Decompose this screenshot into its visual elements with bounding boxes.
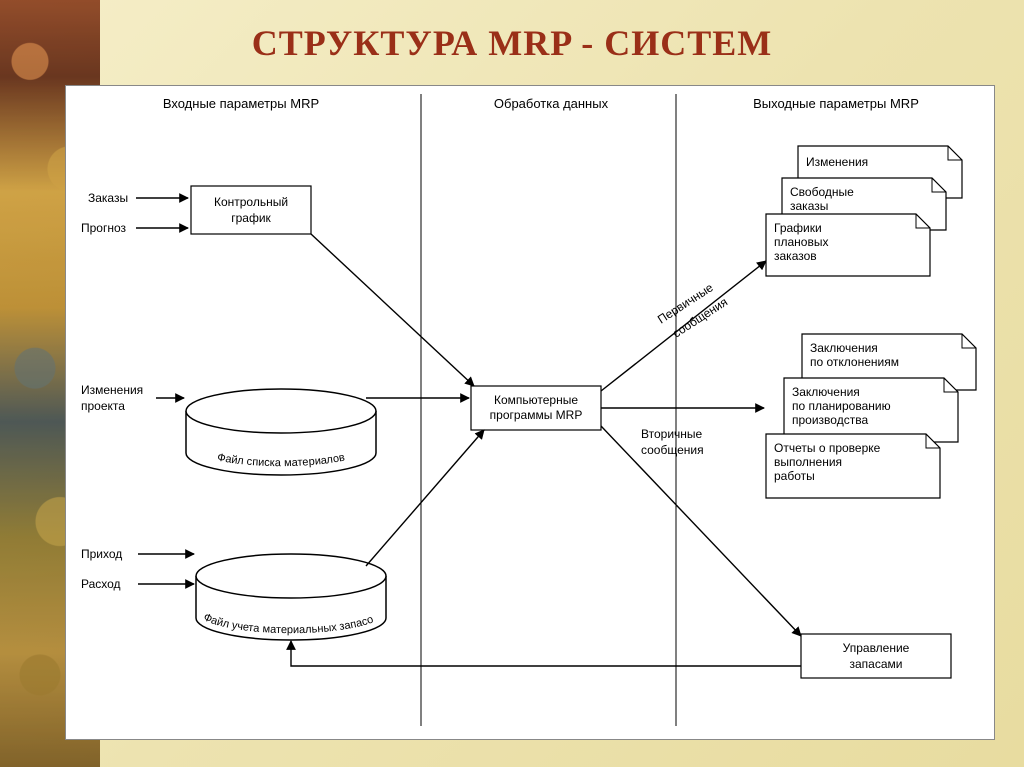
- doc-primary-0: Изменения: [806, 155, 868, 169]
- doc-primary-1b: заказы: [790, 199, 828, 213]
- cylinder-bom: Файл списка материалов: [186, 389, 376, 475]
- doc-sec-1a: Заключения: [792, 385, 860, 399]
- edge-feedback: [291, 641, 801, 666]
- node-control-schedule-l2: график: [231, 211, 271, 225]
- node-invmgmt-l2: запасами: [850, 657, 903, 671]
- label-in: Приход: [81, 547, 122, 561]
- doc-sec-0a: Заключения: [810, 341, 878, 355]
- node-mrp-l2: программы MRP: [490, 408, 583, 422]
- col-header-output: Выходные параметры MRP: [753, 96, 919, 111]
- label-out: Расход: [81, 577, 121, 591]
- label-changes1: Изменения: [81, 383, 143, 397]
- edge-label-secondary1: Вторичные: [641, 427, 703, 441]
- doc-sec-2a: Отчеты о проверке: [774, 441, 881, 455]
- doc-sec-2b: выполнения: [774, 455, 842, 469]
- doc-primary-1a: Свободные: [790, 185, 854, 199]
- edge-inv-mrp: [366, 430, 484, 566]
- node-mrp-l1: Компьютерные: [494, 393, 578, 407]
- col-header-process: Обработка данных: [494, 96, 609, 111]
- doc-sec-0b: по отклонениям: [810, 355, 899, 369]
- diagram-svg: Входные параметры MRP Обработка данных В…: [66, 86, 996, 741]
- edge-schedule-mrp: [311, 234, 474, 386]
- doc-stack-secondary: Заключения по отклонениям Заключения по …: [766, 334, 976, 498]
- edge-label-secondary2: сообщения: [641, 443, 704, 457]
- label-orders: Заказы: [88, 191, 128, 205]
- node-control-schedule: [191, 186, 311, 234]
- node-control-schedule-l1: Контрольный: [214, 195, 288, 209]
- diagram-canvas: Входные параметры MRP Обработка данных В…: [65, 85, 995, 740]
- label-changes2: проекта: [81, 399, 125, 413]
- doc-primary-2c: заказов: [774, 249, 817, 263]
- slide-title: СТРУКТУРА MRP - СИСТЕМ: [0, 22, 1024, 64]
- label-forecast: Прогноз: [81, 221, 127, 235]
- doc-sec-2c: работы: [774, 469, 815, 483]
- col-header-input: Входные параметры MRP: [163, 96, 319, 111]
- doc-sec-1c: производства: [792, 413, 868, 427]
- doc-sec-1b: по планированию: [792, 399, 891, 413]
- doc-primary-2a: Графики: [774, 221, 822, 235]
- doc-primary-2b: плановых: [774, 235, 828, 249]
- doc-stack-primary: Изменения Свободные заказы Графики плано…: [766, 146, 962, 276]
- node-invmgmt-l1: Управление: [843, 641, 910, 655]
